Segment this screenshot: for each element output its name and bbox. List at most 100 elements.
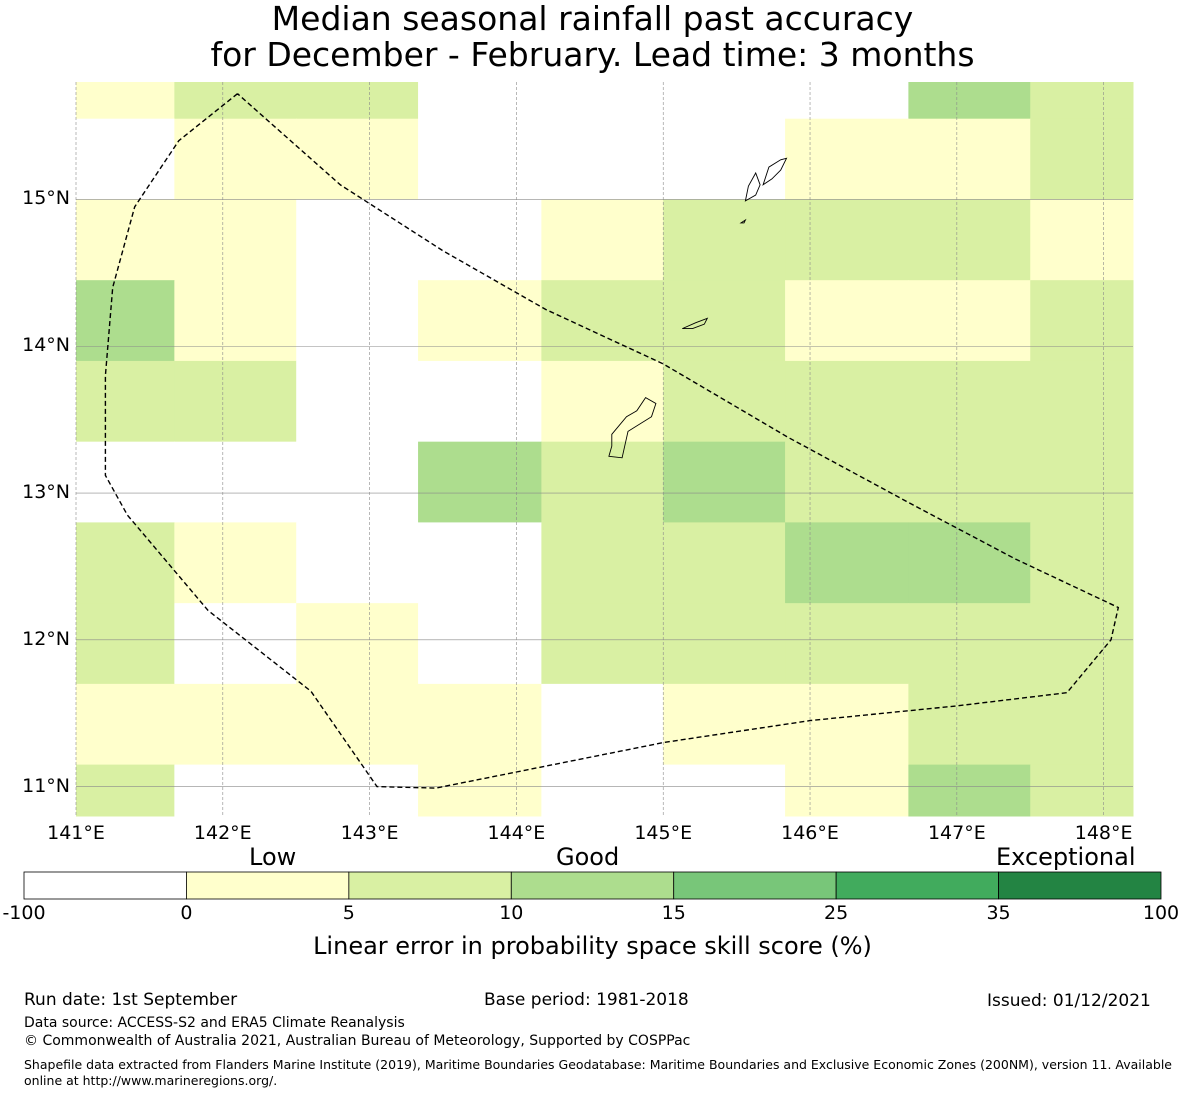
grid-cell (785, 522, 909, 604)
colorbar-tick-label: 15 (661, 902, 686, 924)
latitude-tick-label: 13°N (22, 481, 70, 504)
longitude-tick-label: 146°E (781, 822, 839, 844)
grid-cell (908, 441, 1031, 523)
grid-cell (1030, 118, 1134, 200)
eez-boundary (104, 93, 1120, 789)
grid-cell (418, 683, 542, 766)
island-outline (682, 317, 709, 330)
grid-cell (663, 199, 786, 281)
grid-cell (418, 118, 542, 200)
grid-cell (541, 522, 664, 604)
grid-cell (908, 118, 1031, 200)
island-outline (762, 157, 788, 186)
latitude-tick-label: 15°N (22, 187, 70, 210)
colorbar-segment (186, 871, 350, 900)
colorbar-segment (348, 871, 512, 900)
grid-cell (785, 603, 909, 685)
colorbar-segment (673, 871, 837, 900)
colorbar-tick-label: 5 (342, 902, 355, 924)
colorbar-axis-label: Linear error in probability space skill … (313, 932, 872, 960)
grid-cell (1030, 683, 1134, 766)
grid-cell (174, 360, 297, 443)
grid-cell (1030, 603, 1134, 685)
issued-date: Issued: 01/12/2021 (987, 991, 1151, 1011)
latitude-tick-label: 14°N (22, 334, 70, 357)
colorbar (23, 871, 1162, 900)
grid-cell (908, 522, 1031, 604)
grid-cell (76, 683, 175, 766)
grid-cell (785, 118, 909, 200)
grid-cell (418, 603, 542, 685)
copyright: © Commonwealth of Australia 2021, Austra… (24, 1033, 691, 1049)
grid-cell (174, 82, 297, 120)
chart-title-line-2: for December - February. Lead time: 3 mo… (210, 35, 975, 74)
grid-cell (541, 280, 664, 362)
grid-cell (418, 522, 542, 604)
grid-cell (296, 360, 419, 443)
colorbar-tick-label: 0 (180, 902, 193, 924)
grid-cell (1030, 441, 1134, 523)
grid-cell (76, 441, 175, 523)
grid-cell (76, 82, 175, 120)
latitude-tick-label: 11°N (22, 774, 70, 797)
grid-cell (296, 603, 419, 685)
colorbar-label-exceptional: Exceptional (996, 843, 1136, 871)
island-outline (739, 218, 747, 224)
grid-cell (908, 683, 1031, 766)
grid-cell (76, 522, 175, 604)
run-date: Run date: 1st September (24, 990, 238, 1010)
colorbar-segment (998, 871, 1162, 900)
grid-cell (174, 683, 297, 766)
grid-cell (663, 280, 786, 362)
grid-cell (418, 280, 542, 362)
grid-cell (663, 683, 786, 766)
grid-cell (541, 360, 664, 443)
grid-cell (663, 441, 786, 523)
grid-cell (663, 82, 786, 120)
colorbar-tick-label: 25 (824, 902, 849, 924)
longitude-tick-label: 141°E (47, 822, 105, 844)
colorbar-segment (23, 871, 187, 900)
grid-cell (76, 603, 175, 685)
shapefile-credit: Shapefile data extracted from Flanders M… (24, 1057, 1172, 1088)
grid-cell (663, 118, 786, 200)
grid-cell (1030, 280, 1134, 362)
longitude-tick-label: 145°E (634, 822, 693, 844)
grid-cell (296, 199, 419, 281)
island-outlines (608, 157, 788, 459)
longitude-tick-label: 148°E (1074, 822, 1133, 844)
grid-cell (1030, 360, 1134, 443)
grid-cell (418, 199, 542, 281)
grid-cell (785, 441, 909, 523)
grid-cell (76, 360, 175, 443)
grid-cell (296, 683, 419, 766)
grid-cell (174, 199, 297, 281)
grid-cell (908, 603, 1031, 685)
skill-grid (76, 82, 1134, 817)
grid-cell (785, 764, 909, 817)
grid-cell (296, 441, 419, 523)
colorbar-segment (510, 871, 675, 900)
grid-cell (785, 280, 909, 362)
colorbar-label-good: Good (556, 843, 620, 871)
grid-cell (541, 199, 664, 281)
colorbar-tick-label: 10 (499, 902, 524, 924)
grid-cell (541, 118, 664, 200)
grid-cell (76, 280, 175, 362)
grid-cell (296, 522, 419, 604)
longitude-tick-label: 144°E (487, 822, 546, 844)
grid-cell (785, 683, 909, 766)
grid-cell (76, 764, 175, 817)
grid-cell (418, 441, 542, 523)
latitude-tick-label: 12°N (22, 627, 70, 650)
grid-cell (1030, 199, 1134, 281)
longitude-tick-label: 147°E (927, 822, 986, 844)
chart-title-line-1: Median seasonal rainfall past accuracy (271, 0, 914, 38)
grid-cell (541, 764, 664, 817)
grid-cell (296, 764, 419, 817)
colorbar-label-low: Low (249, 843, 297, 871)
data-source: Data source: ACCESS-S2 and ERA5 Climate … (24, 1015, 405, 1031)
grid-cell (418, 82, 542, 120)
grid-cell (541, 82, 664, 120)
grid-cell (663, 764, 786, 817)
